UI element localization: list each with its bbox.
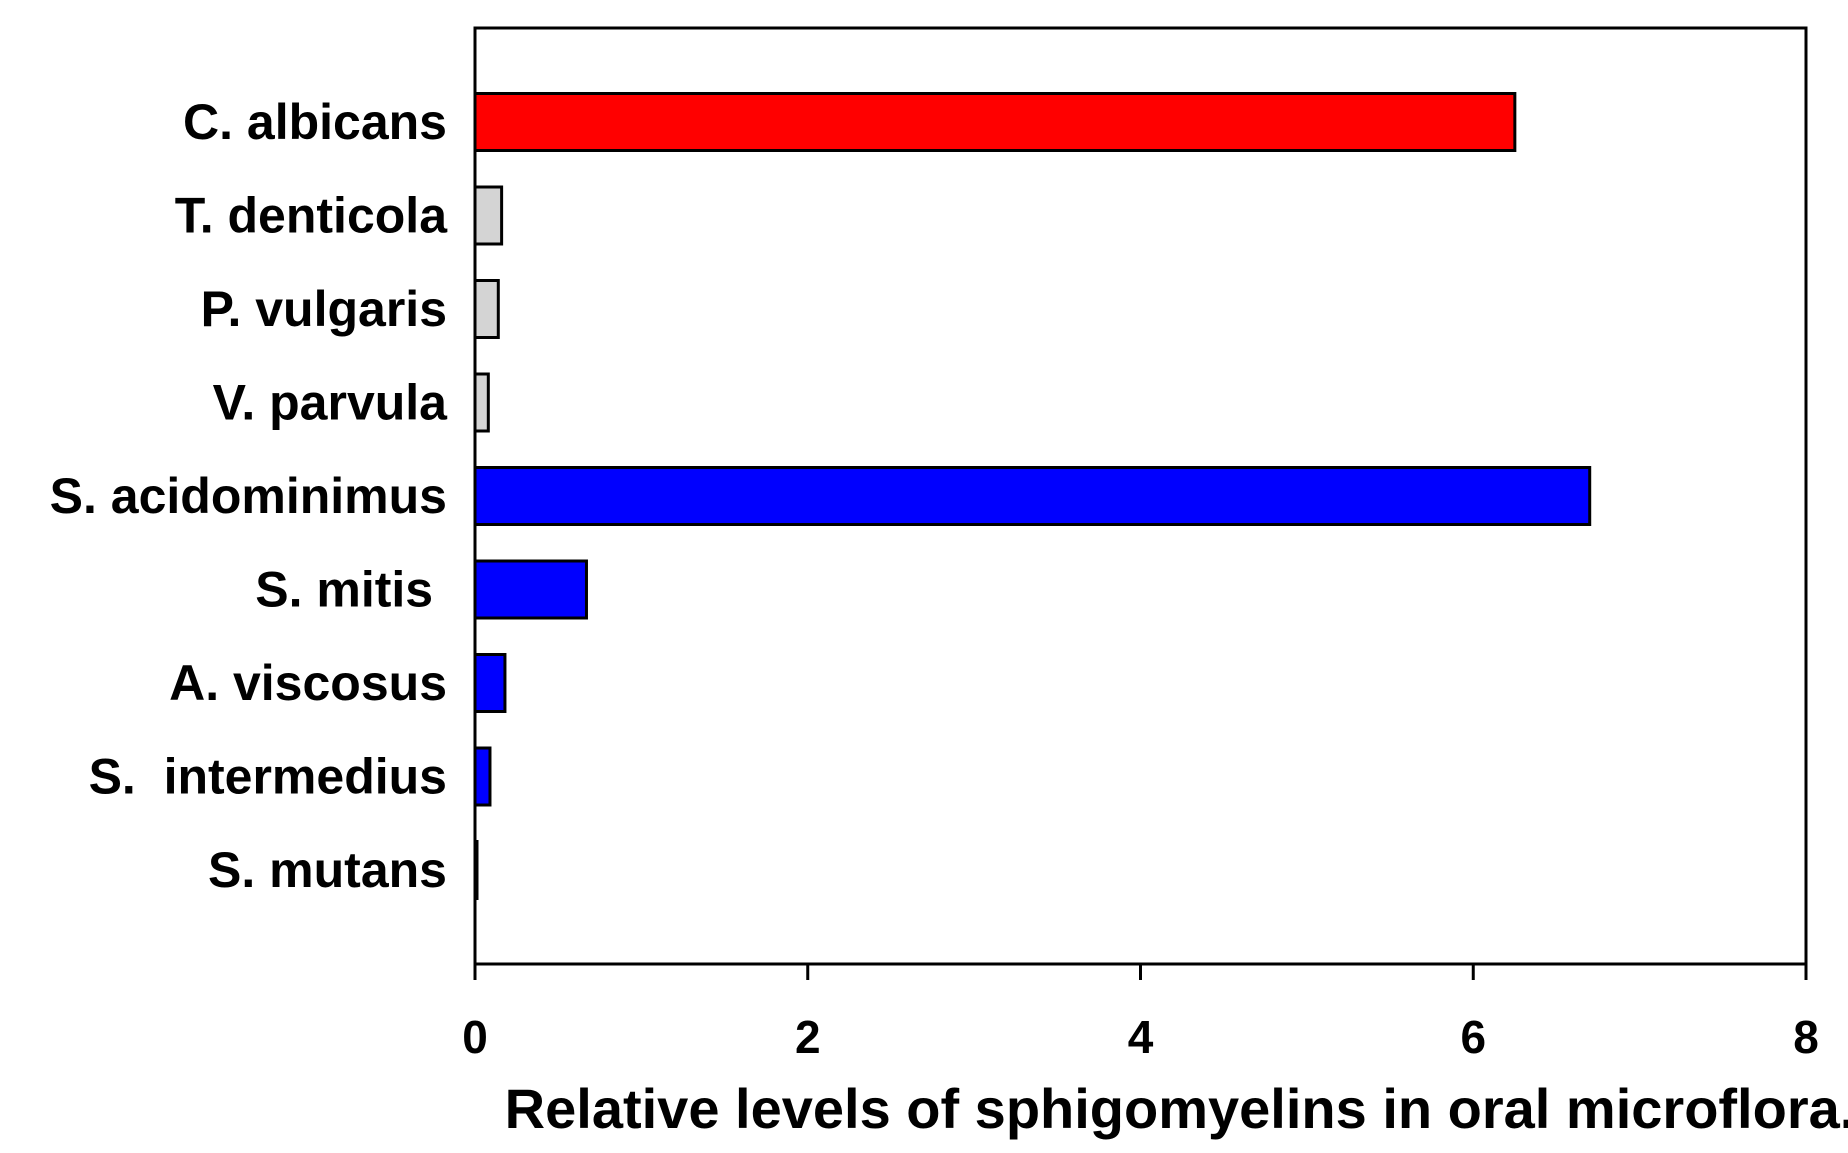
bar [473, 185, 504, 246]
category-label: S. mutans [208, 842, 447, 898]
category-label: T. denticola [175, 188, 448, 244]
category-label: A. viscosus [169, 655, 447, 711]
category-label: P. vulgaris [201, 281, 447, 337]
x-tick-label: 4 [1128, 1011, 1154, 1063]
bar [473, 279, 500, 339]
category-label: C. albicans [183, 94, 447, 150]
bar [473, 559, 588, 620]
bar [473, 653, 507, 713]
x-tick-label: 2 [795, 1011, 821, 1063]
x-axis-title: Relative levels of sphigomyelins in oral… [505, 1077, 1848, 1140]
bar [473, 92, 1517, 152]
category-label: S. mitis [255, 562, 447, 618]
x-tick-label: 0 [462, 1011, 488, 1063]
x-tick-label: 8 [1793, 1011, 1819, 1063]
bar [473, 372, 490, 433]
bar [473, 466, 1592, 526]
category-label: V. parvula [213, 375, 449, 431]
category-label: S. intermedius [89, 749, 447, 805]
category-label: S. acidominimus [50, 468, 447, 524]
x-axis-ticks: 0 2 4 6 8 [462, 964, 1819, 1063]
bar [473, 746, 492, 807]
category-labels: C. albicans T. denticola P. vulgaris V. par… [50, 94, 449, 898]
x-tick-label: 6 [1460, 1011, 1486, 1063]
